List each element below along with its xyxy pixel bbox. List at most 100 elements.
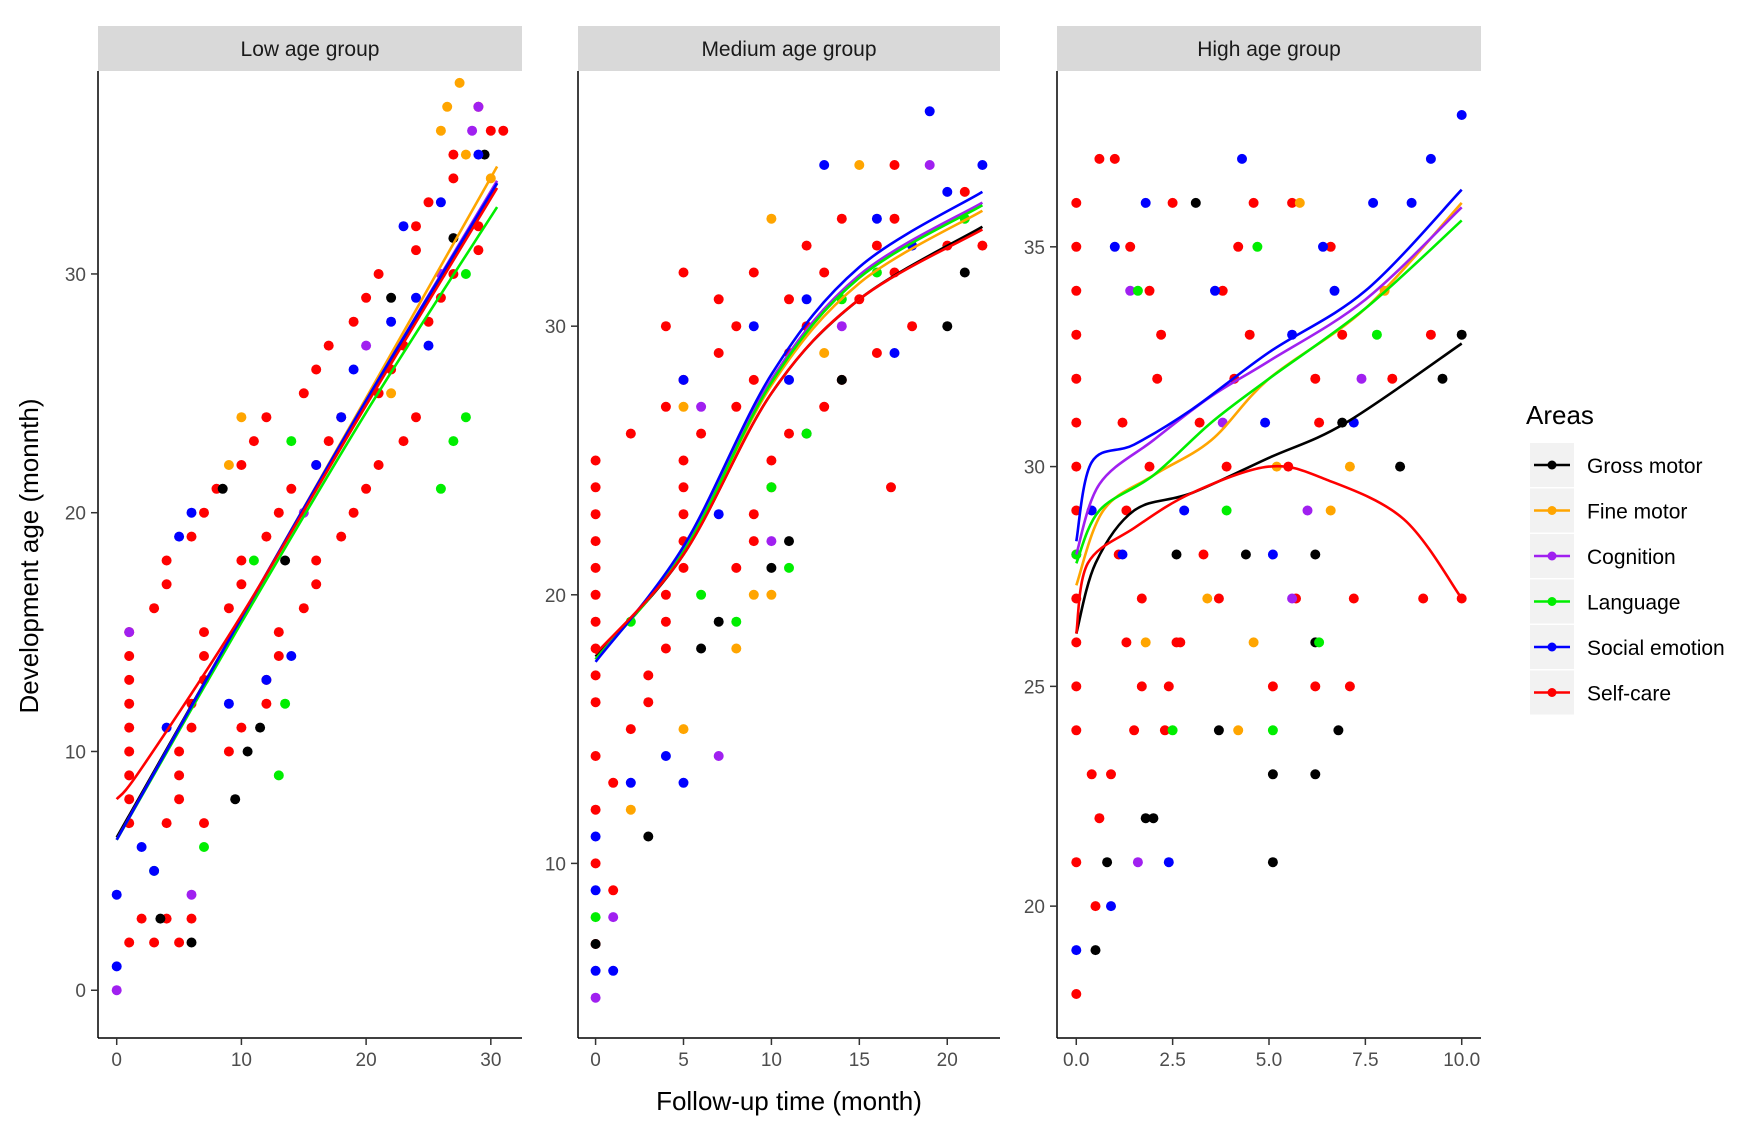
point-cognition bbox=[111, 985, 122, 996]
point-social-emotion bbox=[1210, 285, 1220, 296]
point-self-care bbox=[124, 794, 135, 805]
point-social-emotion bbox=[1425, 153, 1436, 164]
y-tick-label: 35 bbox=[1024, 238, 1045, 259]
point-gross-motor bbox=[186, 937, 197, 948]
point-gross-motor bbox=[1213, 725, 1224, 736]
point-cognition bbox=[1125, 285, 1136, 296]
point-self-care bbox=[186, 531, 197, 542]
point-social-emotion bbox=[423, 340, 434, 351]
point-self-care bbox=[801, 240, 812, 251]
point-social-emotion bbox=[1117, 549, 1128, 560]
smooth-line-cognition bbox=[1075, 206, 1463, 555]
point-social-emotion bbox=[871, 213, 882, 224]
point-cognition bbox=[713, 751, 724, 761]
point-social-emotion bbox=[819, 160, 830, 170]
point-language bbox=[1252, 241, 1263, 252]
point-self-care bbox=[236, 460, 247, 470]
facet-strip bbox=[578, 26, 1000, 71]
y-tick-label: 10 bbox=[65, 742, 86, 763]
point-self-care bbox=[1117, 417, 1128, 428]
facet-strip bbox=[1057, 26, 1481, 71]
point-self-care bbox=[1248, 197, 1259, 208]
point-self-care bbox=[590, 482, 601, 493]
point-self-care bbox=[174, 746, 185, 757]
curves-layer bbox=[115, 165, 499, 841]
point-fine-motor bbox=[454, 77, 465, 88]
smooth-line-social-emotion bbox=[1075, 188, 1463, 542]
point-social-emotion bbox=[473, 149, 484, 160]
point-self-care bbox=[199, 627, 209, 638]
point-social-emotion bbox=[625, 777, 636, 788]
point-self-care bbox=[124, 746, 135, 757]
x-tick-label: 2.5 bbox=[1159, 1050, 1185, 1071]
point-fine-motor bbox=[460, 149, 471, 160]
panel-3: High age group 0.0 2.5 5.0 7.5 10.0 20 25 30 35 bbox=[1024, 26, 1481, 1071]
point-language bbox=[1221, 505, 1232, 516]
point-self-care bbox=[590, 697, 601, 708]
point-self-care bbox=[1136, 681, 1147, 692]
point-social-emotion bbox=[223, 698, 234, 709]
point-gross-motor bbox=[590, 939, 601, 949]
point-self-care bbox=[199, 818, 209, 829]
point-social-emotion bbox=[660, 751, 671, 761]
point-self-care bbox=[448, 149, 459, 160]
legend-item-cognition: Cognition bbox=[1530, 534, 1676, 578]
smooth-line-self-care bbox=[594, 228, 984, 655]
legend-item-gross-motor: Gross motor bbox=[1530, 443, 1703, 487]
point-language bbox=[784, 562, 794, 573]
curves-layer bbox=[594, 190, 984, 663]
point-self-care bbox=[411, 221, 421, 232]
point-self-care bbox=[1109, 153, 1120, 164]
point-self-care bbox=[1171, 637, 1182, 648]
point-language bbox=[590, 912, 601, 923]
x-axis-title: Follow-up time (month) bbox=[656, 1086, 922, 1116]
point-social-emotion bbox=[435, 197, 446, 208]
point-self-care bbox=[643, 670, 654, 681]
point-self-care bbox=[1387, 373, 1398, 384]
y-tick-label: 0 bbox=[75, 981, 86, 1002]
legend-key-point bbox=[1547, 688, 1557, 697]
point-self-care bbox=[889, 213, 900, 224]
point-social-emotion bbox=[1237, 153, 1247, 164]
point-self-care bbox=[1287, 197, 1298, 208]
point-self-care bbox=[361, 483, 372, 494]
point-self-care bbox=[748, 536, 759, 547]
legend-label: Cognition bbox=[1587, 546, 1676, 569]
point-gross-motor bbox=[766, 562, 777, 573]
point-social-emotion bbox=[1179, 505, 1190, 516]
point-self-care bbox=[161, 818, 172, 829]
point-language bbox=[801, 428, 812, 439]
point-self-care bbox=[273, 507, 284, 518]
point-language bbox=[199, 842, 209, 852]
point-self-care bbox=[1071, 285, 1082, 296]
point-self-care bbox=[590, 589, 601, 600]
point-self-care bbox=[590, 670, 601, 681]
point-self-care bbox=[124, 651, 135, 661]
point-language bbox=[1314, 637, 1325, 648]
point-cognition bbox=[1132, 857, 1143, 868]
point-self-care bbox=[261, 412, 272, 423]
point-self-care bbox=[124, 770, 135, 781]
point-social-emotion bbox=[713, 509, 724, 520]
point-self-care bbox=[590, 455, 601, 466]
point-social-emotion bbox=[136, 842, 147, 852]
point-self-care bbox=[248, 436, 259, 447]
point-self-care bbox=[871, 348, 882, 358]
point-self-care bbox=[731, 401, 742, 412]
facet-strip-label: Medium age group bbox=[701, 38, 876, 61]
point-gross-motor bbox=[1267, 769, 1278, 780]
point-self-care bbox=[1244, 329, 1255, 340]
point-social-emotion bbox=[590, 885, 601, 896]
legend-key-point bbox=[1547, 460, 1557, 470]
point-social-emotion bbox=[261, 674, 272, 685]
point-social-emotion bbox=[590, 965, 601, 976]
point-self-care bbox=[186, 722, 197, 733]
point-gross-motor bbox=[1456, 329, 1467, 340]
point-self-care bbox=[323, 340, 334, 351]
points-layer bbox=[590, 106, 988, 1003]
point-fine-motor bbox=[1325, 505, 1336, 516]
point-social-emotion bbox=[149, 865, 160, 876]
legend: Areas Gross motor Fine motor Cognition Lang… bbox=[1526, 400, 1725, 715]
point-self-care bbox=[423, 197, 434, 208]
legend-label: Language bbox=[1587, 592, 1680, 615]
